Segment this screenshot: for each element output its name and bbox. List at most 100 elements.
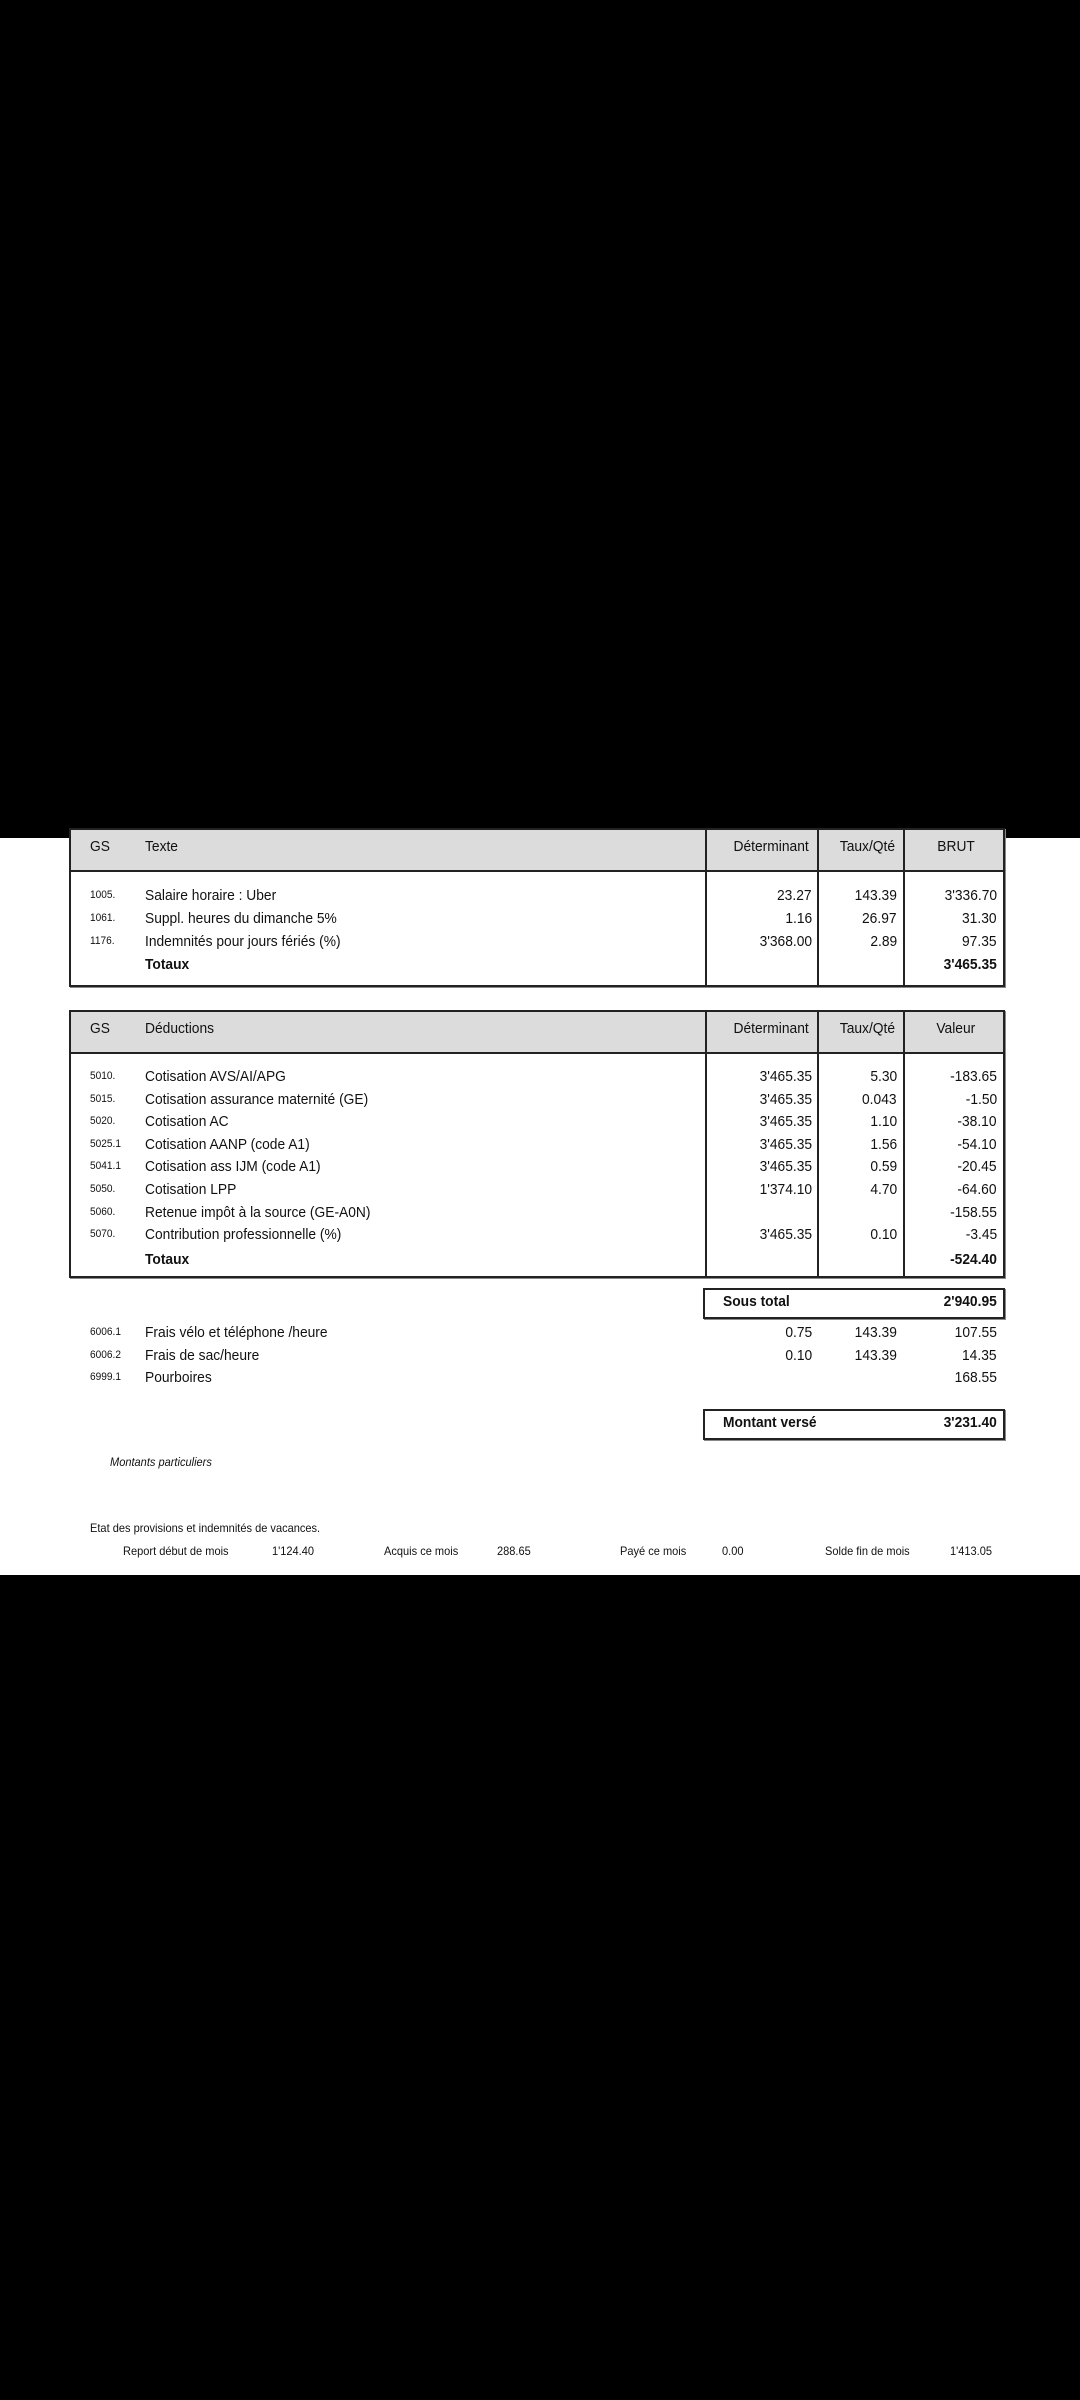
gs-code: 5015.: [90, 1092, 116, 1105]
totals-value: -524.40: [950, 1251, 997, 1268]
subtotal-label: Sous total: [723, 1293, 790, 1310]
row-text: Frais vélo et téléphone /heure: [145, 1324, 328, 1341]
gs-code: 1176.: [90, 935, 115, 947]
determinant: 3'465.35: [759, 1068, 812, 1085]
determinant: 0.75: [785, 1324, 812, 1341]
value: 3'336.70: [944, 887, 997, 904]
rate: 0.043: [862, 1090, 897, 1108]
gs-code: 5060.: [90, 1205, 116, 1218]
payslip-page: [0, 838, 1080, 1575]
rate: 0.59: [870, 1158, 897, 1176]
provisions-report-label: Report début de mois: [123, 1544, 229, 1558]
row-text: Cotisation ass IJM (code A1): [145, 1158, 321, 1176]
provisions-paye: 0.00: [722, 1544, 744, 1558]
header-determinant: Déterminant: [733, 1020, 809, 1037]
gs-code: 5010.: [90, 1070, 116, 1082]
gs-code: 5025.1: [90, 1137, 121, 1150]
header-gs: GS: [90, 838, 110, 855]
value: -38.10: [957, 1113, 997, 1131]
paid-amount-box: [703, 1409, 1005, 1440]
totals-label: Totaux: [145, 956, 190, 973]
provisions-solde-label: Solde fin de mois: [825, 1544, 910, 1558]
value: -3.45: [965, 1226, 997, 1244]
totals-label: Totaux: [145, 1251, 190, 1268]
gs-code: 5041.1: [90, 1160, 121, 1173]
gs-code: 1061.: [90, 912, 116, 924]
row-text: Cotisation AC: [145, 1113, 229, 1131]
value: 97.35: [962, 933, 997, 950]
header-gs: GS: [90, 1020, 110, 1037]
totals-value: 3'465.35: [943, 956, 997, 973]
gs-code: 6006.2: [90, 1348, 121, 1361]
header-text: Déductions: [145, 1020, 215, 1037]
gs-code: 6999.1: [90, 1371, 121, 1384]
row-text: Suppl. heures du dimanche 5%: [145, 910, 337, 927]
header-value: BRUT: [937, 838, 975, 855]
row-text: Retenue impôt à la source (GE-A0N): [145, 1203, 371, 1221]
value: -158.55: [950, 1203, 997, 1221]
determinant: 0.10: [785, 1346, 812, 1364]
deductions-table: [69, 1010, 1005, 1278]
value: -54.10: [957, 1135, 997, 1153]
row-text: Indemnités pour jours fériés (%): [145, 933, 341, 950]
rate: 26.97: [862, 910, 897, 927]
provisions-report: 1'124.40: [272, 1544, 315, 1558]
header-determinant: Déterminant: [733, 838, 809, 855]
gs-code: 5020.: [90, 1115, 116, 1128]
provisions-paye-label: Payé ce mois: [620, 1544, 687, 1558]
determinant: 3'465.35: [759, 1090, 812, 1108]
determinant: 3'368.00: [759, 933, 812, 950]
header-value: Valeur: [936, 1020, 975, 1037]
value: -20.45: [957, 1158, 997, 1176]
value: 14.35: [962, 1346, 997, 1364]
special-amounts-label: Montants particuliers: [110, 1455, 212, 1469]
determinant: 1.16: [785, 910, 812, 927]
row-text: Pourboires: [145, 1369, 212, 1387]
row-text: Frais de sac/heure: [145, 1346, 260, 1364]
row-text: Cotisation LPP: [145, 1181, 237, 1198]
rate: 1.56: [870, 1135, 897, 1153]
deductions-header: [71, 1012, 1003, 1054]
gs-code: 5070.: [90, 1228, 116, 1241]
determinant: 3'465.35: [759, 1135, 812, 1153]
subtotal-value: 2'940.95: [943, 1293, 997, 1310]
header-rate: Taux/Qté: [839, 838, 895, 855]
paid-amount-label: Montant versé: [723, 1414, 817, 1431]
rate: 5.30: [870, 1068, 897, 1085]
gs-code: 1005.: [90, 889, 116, 901]
rate: 2.89: [870, 933, 897, 950]
row-text: Cotisation assurance maternité (GE): [145, 1090, 369, 1108]
rate: 0.10: [870, 1226, 897, 1244]
subtotal-box: [703, 1288, 1005, 1319]
determinant: 3'465.35: [759, 1113, 812, 1131]
row-text: Cotisation AVS/AI/APG: [145, 1068, 286, 1085]
rate: 1.10: [870, 1113, 897, 1131]
value: -183.65: [950, 1068, 997, 1085]
value: -1.50: [965, 1090, 997, 1108]
value: 168.55: [954, 1369, 997, 1387]
provisions-acquis-label: Acquis ce mois: [384, 1544, 459, 1558]
header-text: Texte: [145, 838, 178, 855]
value: 107.55: [954, 1324, 997, 1341]
row-text: Salaire horaire : Uber: [145, 887, 277, 904]
gs-code: 6006.1: [90, 1326, 121, 1338]
gs-code: 5050.: [90, 1183, 116, 1195]
header-rate: Taux/Qté: [839, 1020, 895, 1037]
row-text: Contribution professionnelle (%): [145, 1226, 342, 1244]
determinant: 3'465.35: [759, 1158, 812, 1176]
earnings-header: [71, 830, 1003, 872]
value: 31.30: [962, 910, 997, 927]
rate: 143.39: [854, 1346, 897, 1364]
earnings-table: [69, 828, 1005, 987]
determinant: 3'465.35: [759, 1226, 812, 1244]
rate: 143.39: [854, 887, 897, 904]
provisions-title: Etat des provisions et indemnités de vac…: [90, 1521, 321, 1535]
paid-amount-value: 3'231.40: [943, 1414, 997, 1431]
value: -64.60: [957, 1181, 997, 1198]
rate: 4.70: [870, 1181, 897, 1198]
provisions-solde: 1'413.05: [950, 1544, 993, 1558]
determinant: 1'374.10: [759, 1181, 812, 1198]
determinant: 23.27: [777, 887, 812, 904]
provisions-acquis: 288.65: [497, 1544, 531, 1558]
rate: 143.39: [854, 1324, 897, 1341]
